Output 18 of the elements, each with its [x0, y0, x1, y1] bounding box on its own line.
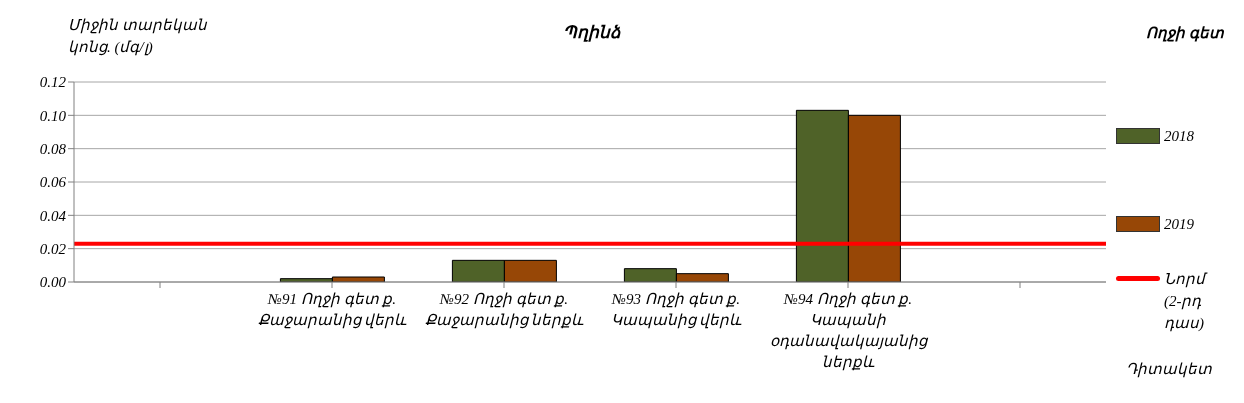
x-tick-label: №92 Ողջի գետ ք. Քաջարանից ներքև — [424, 291, 585, 329]
x-tick-label: №93 Ողջի գետ ք. Կապանից վերև — [610, 291, 743, 329]
y-tick-label: 0.10 — [39, 107, 67, 124]
legend-label: 2019 — [1164, 215, 1194, 233]
x-tick-label: №91 Ողջի գետ ք. Քաջարանից վերև — [257, 291, 408, 329]
y-axis-title: Միջին տարեկան կոնց. (մգ/լ) — [68, 16, 208, 58]
legend-title: Ողջի գետ — [1145, 24, 1225, 42]
y-tick-label: 0.12 — [39, 74, 67, 91]
x-tick-label: №94 Ողջի գետ ք. Կապանի օդանավակայանից ներքև — [769, 291, 929, 371]
chart-title: Պղինձ — [562, 23, 620, 42]
legend-label: Նորմ (2-րդ դաս) — [1164, 270, 1209, 334]
y-tick-label: 0.00 — [39, 274, 67, 291]
y-tick-label: 0.08 — [39, 140, 67, 157]
x-axis-title: Դիտակետ — [1126, 360, 1212, 378]
y-tick-label: 0.04 — [39, 207, 67, 224]
legend-label: 2018 — [1164, 127, 1194, 145]
y-tick-label: 0.02 — [39, 240, 67, 257]
y-tick-label: 0.06 — [39, 174, 67, 191]
